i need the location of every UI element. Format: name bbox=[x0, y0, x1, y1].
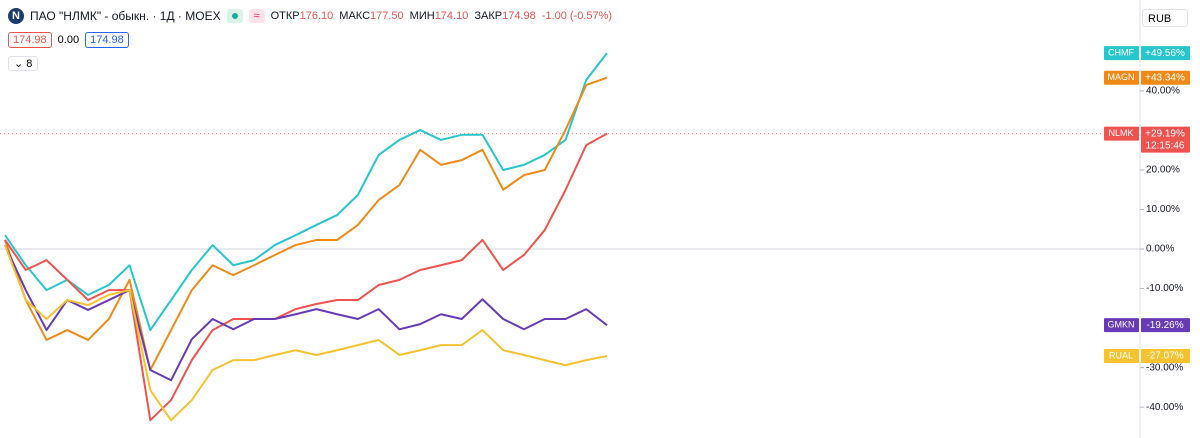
currency[interactable]: RUB bbox=[1142, 9, 1188, 27]
series-tag: CHMF +49.56% bbox=[1104, 46, 1190, 61]
high-label: МАКС bbox=[339, 10, 371, 22]
y-tick-label: 10.00% bbox=[1146, 204, 1180, 215]
low: 174.10 bbox=[434, 10, 469, 22]
tag-name: CHMF bbox=[1108, 48, 1134, 58]
tag-name-box bbox=[1104, 70, 1139, 85]
tag-value: -19.26% bbox=[1146, 320, 1183, 331]
tag-time: 12:15:46 bbox=[1146, 140, 1185, 151]
tag-value: -27.07% bbox=[1146, 351, 1183, 362]
bid[interactable]: 174.98 bbox=[8, 32, 52, 48]
series-tag: RUAL -27.07% bbox=[1104, 349, 1190, 364]
series-tag: GMKN -19.26% bbox=[1104, 318, 1190, 333]
tag-name: RUAL bbox=[1109, 350, 1133, 360]
tag-value-box bbox=[1141, 318, 1190, 333]
series-line bbox=[4, 52, 608, 332]
y-tick-label: 40.00% bbox=[1146, 86, 1180, 97]
y-tick-label: 20.00% bbox=[1146, 165, 1180, 176]
indicators-toggle[interactable]: ⌄ 8 bbox=[8, 56, 39, 71]
tag-name-box bbox=[1104, 318, 1139, 333]
y-tick-label: -10.00% bbox=[1146, 283, 1183, 294]
quote-row: 174.98 0.00 174.98 bbox=[8, 32, 129, 48]
tag-value-box bbox=[1141, 349, 1190, 364]
tag-name-box bbox=[1104, 126, 1139, 141]
series-line bbox=[4, 244, 608, 422]
series-line bbox=[4, 244, 608, 382]
low-label: МИН bbox=[409, 10, 435, 22]
open-label: ОТКР bbox=[270, 10, 300, 22]
tag-name: MAGN bbox=[1108, 72, 1135, 82]
series-line bbox=[4, 132, 608, 422]
close: 174.98 bbox=[502, 10, 536, 22]
tag-name-box bbox=[1104, 349, 1139, 364]
close-label: ЗАКР bbox=[474, 10, 503, 22]
status bbox=[226, 9, 243, 23]
change: -1.00 (-0.57%) bbox=[541, 10, 613, 22]
indicators-count: 8 bbox=[26, 58, 33, 70]
spread: 0.00 bbox=[57, 34, 80, 46]
tag-value: +29.19% bbox=[1145, 128, 1185, 139]
series-tag: NLMK +29.19%12:15:46 bbox=[1104, 126, 1190, 153]
tag-value: +49.56% bbox=[1145, 48, 1185, 59]
compare-icon[interactable]: ≈ bbox=[248, 9, 265, 23]
tag-name-box bbox=[1104, 46, 1139, 61]
tag-value: +43.34% bbox=[1145, 72, 1185, 83]
y-tick-label: -40.00% bbox=[1146, 402, 1183, 413]
series-tag: MAGN +43.34% bbox=[1104, 70, 1190, 85]
y-tick-label: -30.00% bbox=[1146, 362, 1183, 373]
tag-value-box bbox=[1141, 46, 1190, 61]
high: 177.50 bbox=[370, 10, 404, 22]
series-line bbox=[4, 76, 608, 372]
tag-value-box bbox=[1141, 70, 1190, 85]
title[interactable]: ПАО "НЛМК" - обыкн. · 1Д · MOEX bbox=[30, 9, 221, 23]
tag-name: NLMK bbox=[1108, 128, 1133, 138]
ask[interactable]: 174.98 bbox=[85, 32, 129, 48]
y-tick-label: 0.00% bbox=[1146, 244, 1174, 255]
logo: N bbox=[8, 8, 24, 24]
tag-name: GMKN bbox=[1108, 320, 1135, 330]
header: N ПАО "НЛМК" - обыкн. · 1Д · MOEX ≈ ОТКР… bbox=[8, 8, 612, 24]
tag-value-box bbox=[1141, 126, 1190, 153]
open: 176.10 bbox=[299, 10, 334, 22]
